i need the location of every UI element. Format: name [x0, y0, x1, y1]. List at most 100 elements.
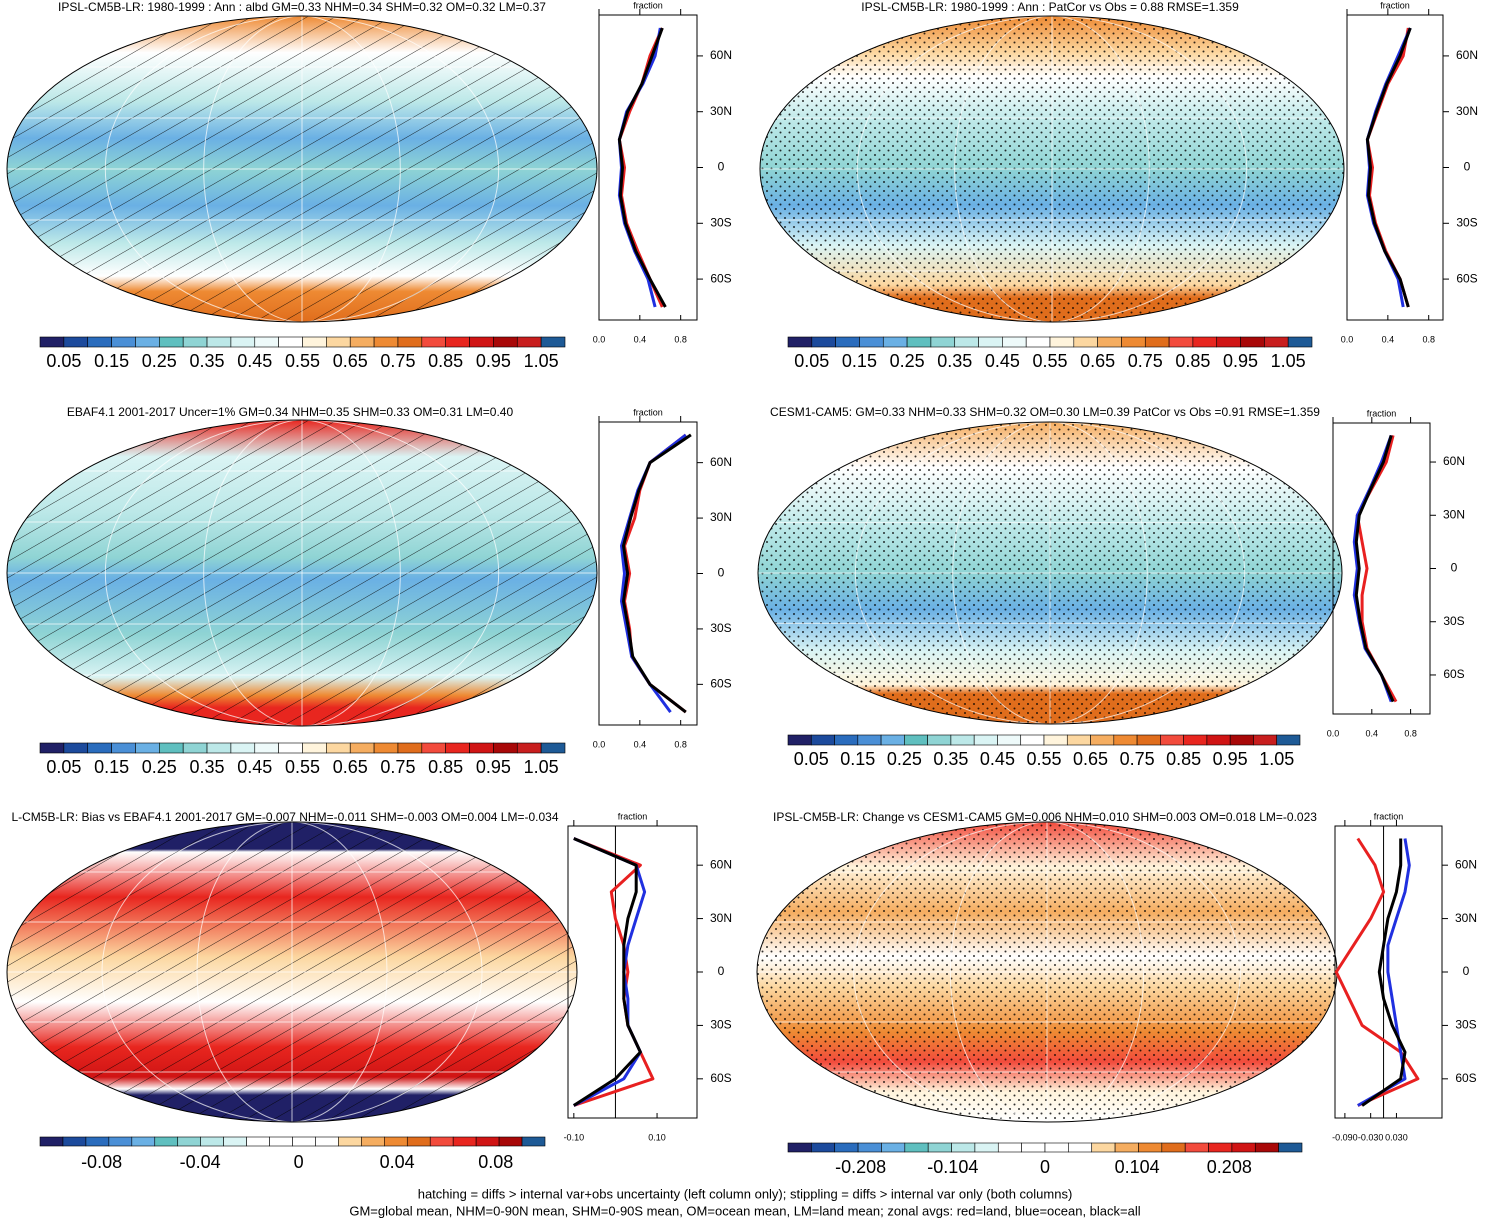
colorbar-tick-label: 1.05	[524, 757, 559, 777]
colorbar-box	[452, 1136, 477, 1147]
zonal-line	[573, 837, 647, 1107]
y-tick-label: 60N	[710, 857, 732, 871]
colorbar-box	[927, 734, 952, 746]
colorbar-box	[397, 336, 423, 348]
colorbar-box	[445, 742, 470, 754]
colorbar-box	[87, 742, 112, 754]
colorbar-box	[182, 336, 208, 348]
x-tick-label: 0.4	[634, 334, 647, 344]
colorbar-box	[39, 742, 65, 754]
colorbar-box	[811, 1142, 836, 1153]
colorbar-tick-label: 0.25	[887, 749, 922, 769]
colorbar-box	[521, 1136, 546, 1147]
colorbar-box	[1161, 1142, 1186, 1153]
y-tick-label: 0	[718, 964, 725, 978]
colorbar-box	[906, 336, 932, 348]
colorbar-box	[421, 336, 446, 348]
colorbar-tick-label: 0.75	[1120, 749, 1155, 769]
colorbar-box	[230, 742, 256, 754]
colorbar-tick-label: 0.55	[1032, 351, 1067, 371]
panel-title: CESM1-CAM5: GM=0.33 NHM=0.33 SHM=0.32 OM…	[770, 405, 1320, 419]
colorbar-tick-label: 0.55	[1026, 749, 1061, 769]
colorbar-box	[315, 1136, 339, 1147]
x-tick-label: 0.8	[674, 334, 687, 344]
colorbar-box	[904, 734, 928, 746]
zonal-line	[1361, 838, 1407, 1107]
x-tick-label: 0.0	[593, 739, 606, 749]
y-tick-label: 0	[718, 566, 725, 580]
colorbar-tick-label: 0.75	[380, 351, 415, 371]
colorbar-box	[292, 1136, 316, 1147]
x-tick-label: 0.8	[1422, 334, 1435, 344]
y-tick-label: 30S	[710, 621, 731, 635]
y-tick-label: 60S	[1443, 667, 1464, 681]
colorbar-box	[978, 336, 1003, 348]
colorbar-box	[302, 742, 327, 754]
colorbar-box	[230, 336, 256, 348]
colorbar-box	[406, 1136, 431, 1147]
zonal-x-label: fraction	[1367, 408, 1397, 418]
colorbar-box	[429, 1136, 454, 1147]
zonal-line	[572, 837, 642, 1107]
colorbar-box	[85, 1136, 110, 1147]
zonal-x-label: fraction	[1380, 0, 1410, 10]
colorbar-tick-label: 0.25	[142, 757, 177, 777]
colorbar-box	[516, 336, 542, 348]
colorbar-box	[1066, 734, 1091, 746]
colorbar-box	[1168, 336, 1194, 348]
colorbar-box	[254, 742, 279, 754]
zonal-x-label: fraction	[633, 0, 663, 10]
y-tick-label: 30N	[710, 911, 732, 925]
y-tick-label: 60S	[710, 677, 731, 691]
zonal-line	[1354, 434, 1395, 703]
colorbar-box	[1138, 1142, 1163, 1153]
colorbar-box	[1049, 336, 1075, 348]
y-tick-label: 30N	[710, 510, 732, 524]
zonal-line	[1365, 27, 1412, 308]
x-tick-label: -0.090	[1332, 1132, 1358, 1142]
colorbar-box	[326, 742, 351, 754]
colorbar-box	[1021, 1142, 1046, 1153]
colorbar-box	[1183, 734, 1208, 746]
y-tick-label: 30N	[1456, 104, 1478, 118]
colorbar-tick-label: 0.45	[237, 757, 272, 777]
colorbar-tick-label: -0.04	[180, 1152, 221, 1172]
zonal-line	[622, 433, 692, 714]
x-tick-label: 0.0	[1327, 728, 1340, 738]
colorbar-box	[206, 336, 232, 348]
x-tick-label: -0.10	[564, 1132, 585, 1142]
colorbar-tick-label: 0.75	[1128, 351, 1163, 371]
colorbar-tick-label: 0.208	[1207, 1157, 1252, 1177]
y-tick-label: 30S	[1443, 614, 1464, 628]
colorbar-box	[1091, 1142, 1116, 1153]
colorbar-tick-label: 0.04	[380, 1152, 415, 1172]
colorbar-tick-label: 0.95	[476, 757, 511, 777]
colorbar-box	[930, 336, 956, 348]
colorbar-box	[469, 742, 494, 754]
x-tick-label: 0.8	[1404, 728, 1417, 738]
colorbar-tick-label: 0.15	[94, 351, 129, 371]
colorbar-box	[882, 336, 908, 348]
colorbar-tick-label: 1.05	[1259, 749, 1294, 769]
colorbar-box	[974, 1142, 999, 1153]
colorbar-tick-label: 0.05	[46, 351, 81, 371]
colorbar-box	[1114, 1142, 1139, 1153]
x-tick-label: -0.030	[1358, 1132, 1384, 1142]
colorbar-box	[269, 1136, 293, 1147]
colorbar-box	[1090, 734, 1115, 746]
colorbar-box	[108, 1136, 133, 1147]
colorbar-tick-label: 0.15	[842, 351, 877, 371]
y-tick-label: 60N	[710, 455, 732, 469]
colorbar-box	[997, 734, 1022, 746]
y-tick-label: 0	[718, 160, 725, 174]
colorbar-tick-label: 0.85	[1166, 749, 1201, 769]
colorbar-box	[835, 336, 860, 348]
colorbar-box	[904, 1142, 929, 1153]
y-tick-label: 60N	[710, 48, 732, 62]
colorbar-tick-label: 0.95	[1213, 749, 1248, 769]
colorbar-tick-label: 0.35	[937, 351, 972, 371]
y-tick-label: 0	[1464, 160, 1471, 174]
zonal-line	[623, 433, 687, 714]
panel-title: IPSL-CM5B-LR: 1980-1999 : Ann : PatCor v…	[861, 0, 1239, 14]
